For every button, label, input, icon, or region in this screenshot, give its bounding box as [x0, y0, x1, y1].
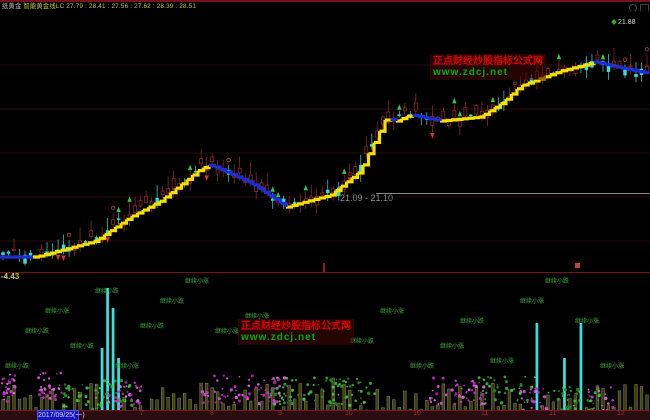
svg-text:继续小涨: 继续小涨: [215, 327, 239, 335]
svg-text:继续小涨: 继续小涨: [185, 277, 209, 285]
svg-text:继续小跌: 继续小跌: [460, 317, 484, 325]
svg-text:继续小涨: 继续小涨: [440, 342, 464, 350]
svg-text:继续小涨: 继续小涨: [600, 362, 624, 370]
svg-text:继续小跌: 继续小跌: [140, 322, 164, 330]
svg-text:继续小涨: 继续小涨: [490, 357, 514, 365]
svg-text:继续小跌: 继续小跌: [5, 362, 29, 370]
svg-text:继续小涨: 继续小涨: [380, 307, 404, 315]
svg-text:继续小跌: 继续小跌: [70, 342, 94, 350]
svg-text:继续小跌: 继续小跌: [25, 327, 49, 335]
svg-text:继续小跌: 继续小跌: [545, 277, 569, 285]
svg-text:继续小跌: 继续小跌: [410, 362, 434, 370]
svg-text:继续小涨: 继续小涨: [115, 362, 139, 370]
svg-text:继续小涨: 继续小涨: [575, 317, 599, 325]
svg-text:继续小跌: 继续小跌: [160, 297, 184, 305]
svg-text:继续小跌: 继续小跌: [95, 287, 119, 295]
svg-text:继续小涨: 继续小涨: [45, 307, 69, 315]
svg-text:继续小涨: 继续小涨: [520, 297, 544, 305]
